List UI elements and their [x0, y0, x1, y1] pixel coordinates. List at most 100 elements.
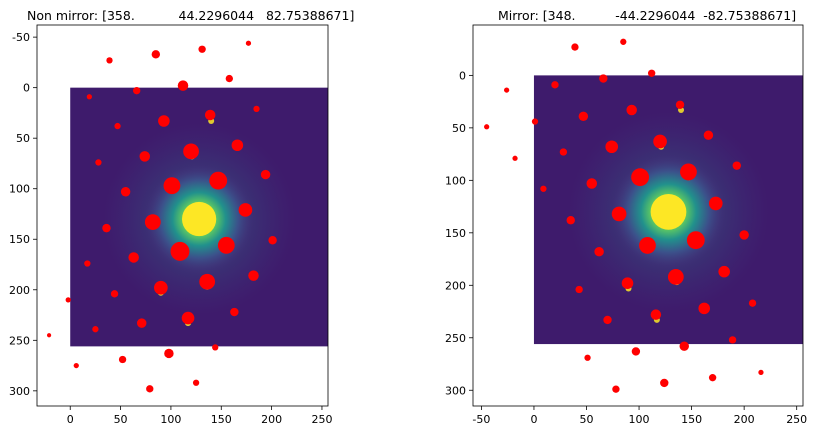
non-mirror-y-tick-label: 200: [9, 284, 30, 297]
mirror-spot-marker: [708, 373, 717, 382]
non-mirror-y-tick-label: 100: [9, 183, 30, 196]
mirror-spot-marker: [566, 216, 575, 225]
mirror-spot-marker: [703, 130, 714, 140]
mirror-spot-marker: [639, 237, 656, 254]
mirror-spot-marker: [728, 336, 737, 344]
mirror-spot-marker: [758, 369, 764, 376]
non-mirror-spot-marker: [181, 311, 195, 325]
mirror-spot-marker: [603, 315, 612, 325]
mirror-x-tick-label: 100: [629, 413, 650, 426]
non-mirror-spot-marker: [102, 223, 111, 233]
non-mirror-spot-marker: [120, 187, 131, 197]
mirror-spot-marker: [551, 81, 559, 89]
non-mirror-axes-frame: [36, 24, 329, 407]
non-mirror-spot-marker: [136, 318, 147, 328]
mirror-y-tick-label: 150: [445, 227, 466, 240]
mirror-spot-marker: [575, 285, 583, 294]
non-mirror-spot-marker: [146, 385, 154, 393]
mirror-spot-marker: [748, 299, 757, 307]
non-mirror-x-tick-label: 100: [160, 413, 181, 426]
non-mirror-x-tick-label: 150: [211, 413, 232, 426]
mirror-spot-marker: [679, 341, 689, 351]
mirror-y-tick-label: 200: [445, 279, 466, 292]
non-mirror-spot-marker: [110, 290, 119, 298]
non-mirror-spot-marker: [183, 143, 199, 160]
non-mirror-spot-marker: [144, 214, 161, 230]
non-mirror-spot-marker: [84, 260, 91, 267]
non-mirror-x-tick-label: 250: [311, 413, 332, 426]
non-mirror-spot-marker: [128, 252, 139, 263]
mirror-spot-marker: [586, 178, 598, 189]
non-mirror-spot-marker: [118, 355, 127, 364]
non-mirror-spot-marker: [217, 236, 235, 254]
non-mirror-y-axis: -50 0 50 100 150 200 250 300: [9, 31, 37, 398]
non-mirror-y-tick-label: 250: [9, 334, 30, 347]
mirror-spot-marker: [578, 111, 589, 122]
mirror-spot-marker: [667, 269, 684, 285]
mirror-y-tick-label: 300: [445, 384, 466, 397]
mirror-axes-frame: [472, 24, 804, 407]
non-mirror-spot-marker: [192, 379, 200, 386]
mirror-x-tick-label: 250: [786, 413, 807, 426]
non-mirror-y-tick-label: 50: [16, 132, 30, 145]
non-mirror-spot-marker: [204, 109, 216, 121]
non-mirror-spot-marker: [106, 57, 113, 64]
non-mirror-x-axis: 0 50 100 150 200 250: [67, 406, 332, 426]
non-mirror-spot-marker: [92, 326, 99, 333]
non-mirror-y-tick-label: -50: [12, 31, 30, 44]
non-mirror-spot-marker: [86, 94, 92, 100]
non-mirror-x-tick-label: 200: [261, 413, 282, 426]
mirror-central-beam: [650, 193, 687, 230]
non-mirror-x-tick-label: 0: [67, 413, 74, 426]
non-mirror-spot-marker: [95, 159, 102, 166]
non-mirror-spots: [46, 40, 277, 393]
non-mirror-spot-marker: [65, 297, 71, 303]
mirror-spot-marker: [708, 196, 723, 211]
non-mirror-spot-marker: [209, 171, 228, 190]
non-mirror-spot-marker: [46, 333, 52, 338]
mirror-spot-marker: [612, 385, 620, 393]
non-mirror-panel: Non mirror: [358. 44.2296044 82.75388671…: [9, 8, 354, 426]
mirror-spot-marker: [680, 163, 697, 181]
mirror-y-axis: 0 50 100 150 200 250 300: [445, 69, 473, 397]
mirror-x-tick-label: -50: [472, 413, 490, 426]
non-mirror-spot-marker: [133, 87, 141, 95]
non-mirror-central-beam: [181, 201, 217, 237]
mirror-spot-marker: [626, 104, 637, 116]
mirror-spot-marker: [599, 74, 608, 83]
mirror-spot-marker: [621, 277, 634, 289]
non-mirror-spot-marker: [225, 74, 233, 83]
non-mirror-spot-marker: [268, 236, 277, 245]
non-mirror-spot-marker: [248, 270, 259, 281]
non-mirror-spot-marker: [151, 50, 161, 59]
mirror-spot-marker: [571, 43, 579, 51]
non-mirror-spot-marker: [231, 139, 244, 152]
mirror-spot-marker: [653, 134, 667, 149]
mirror-spot-marker: [484, 124, 490, 130]
non-mirror-spot-marker: [230, 307, 239, 317]
mirror-diffraction-image: [533, 75, 803, 345]
mirror-spot-marker: [584, 354, 591, 361]
mirror-spot-marker: [686, 231, 705, 250]
mirror-spot-marker: [660, 378, 669, 388]
mirror-y-tick-label: 0: [459, 69, 466, 82]
mirror-title: Mirror: [348. -44.2296044 -82.75388671]: [498, 8, 796, 23]
mirror-spot-marker: [732, 161, 741, 170]
mirror-spot-marker: [611, 206, 627, 222]
mirror-spot-marker: [647, 69, 656, 77]
mirror-x-tick-label: 200: [734, 413, 755, 426]
non-mirror-spot-marker: [253, 105, 260, 113]
non-mirror-diffraction-image: [70, 87, 329, 347]
mirror-y-tick-label: 100: [445, 174, 466, 187]
mirror-spot-marker: [675, 100, 685, 109]
non-mirror-y-tick-label: 150: [9, 233, 30, 246]
non-mirror-spot-marker: [238, 203, 253, 217]
mirror-panel: Mirror: [348. -44.2296044 -82.75388671] …: [445, 8, 807, 426]
non-mirror-spot-marker: [154, 280, 168, 295]
mirror-y-tick-label: 50: [452, 122, 466, 135]
non-mirror-spot-marker: [212, 344, 219, 351]
mirror-spot-marker: [631, 168, 650, 187]
mirror-spot-marker: [559, 148, 568, 156]
mirror-spot-marker: [631, 347, 641, 356]
